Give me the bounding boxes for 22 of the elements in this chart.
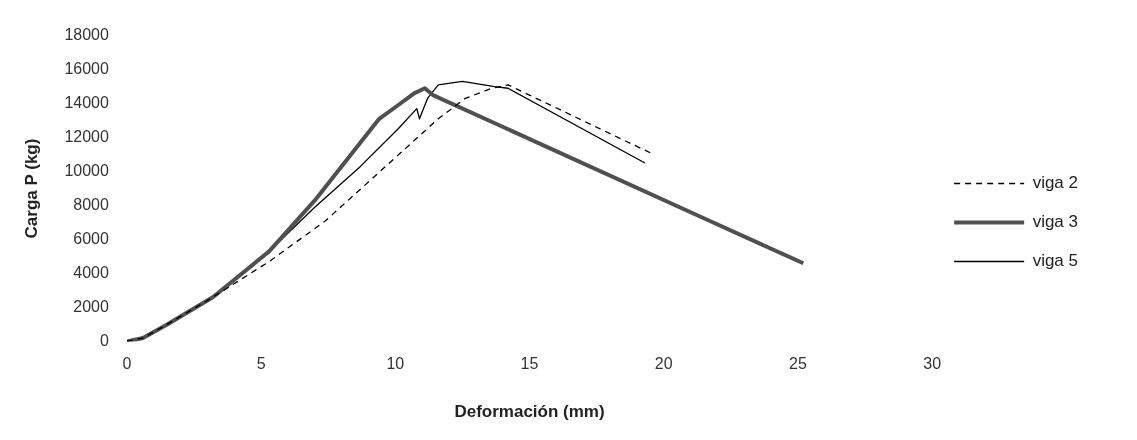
- x-tick-label: 30: [923, 355, 942, 373]
- y-tick-label: 8000: [73, 195, 109, 213]
- x-tick-label: 10: [386, 355, 405, 373]
- legend-label: viga 3: [1032, 212, 1079, 232]
- x-tick-label: 20: [654, 355, 673, 373]
- y-tick-label: 18000: [64, 26, 109, 44]
- y-tick-label: 14000: [64, 93, 109, 111]
- y-tick-label: 2000: [73, 297, 109, 315]
- x-axis-title: Deformación (mm): [454, 402, 605, 422]
- y-tick-label: 10000: [64, 161, 109, 179]
- x-tick-label: 5: [256, 355, 266, 373]
- x-tick-label: 25: [789, 355, 807, 373]
- y-tick-label: 16000: [64, 59, 109, 77]
- x-tick-label: 15: [520, 355, 539, 373]
- y-axis-title: Carga P (kg): [21, 138, 41, 239]
- x-tick-label: 0: [122, 355, 132, 373]
- y-tick-label: 0: [99, 331, 109, 349]
- y-tick-label: 4000: [73, 263, 109, 281]
- y-tick-label: 12000: [64, 127, 109, 145]
- legend-label: viga 2: [1032, 173, 1079, 193]
- y-tick-label: 6000: [73, 229, 109, 247]
- legend-label: viga 5: [1032, 251, 1079, 271]
